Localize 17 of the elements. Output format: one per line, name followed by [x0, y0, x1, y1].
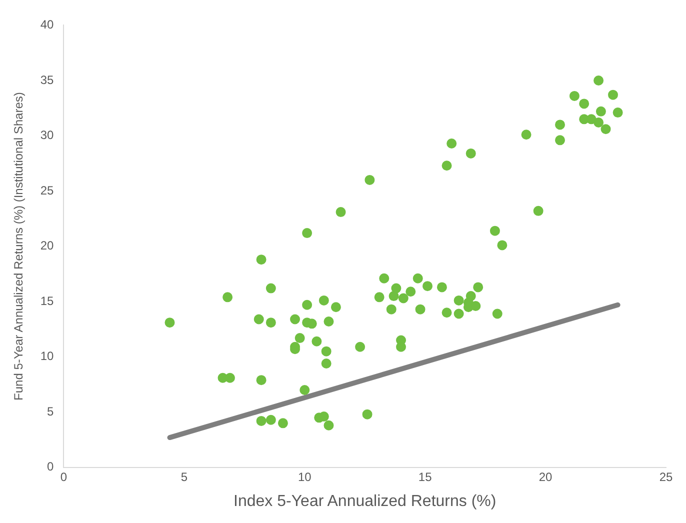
- x-tick-label: 10: [298, 470, 312, 484]
- x-tick-label: 20: [538, 470, 553, 484]
- x-tick-label: 15: [418, 470, 432, 484]
- y-tick-label: 20: [40, 238, 54, 253]
- y-tick-label: 10: [40, 349, 54, 364]
- y-tick-label: 25: [40, 183, 54, 198]
- y-tick-label: 0: [47, 460, 54, 474]
- y-tick-label: 35: [40, 72, 54, 87]
- y-tick-label: 15: [40, 294, 54, 308]
- x-tick-label: 5: [180, 470, 188, 484]
- y-tick-label: 5: [47, 404, 54, 418]
- y-axis-title: Fund 5-Year Annualized Returns (%) (Institutional Shares): [12, 92, 26, 400]
- y-tick-label: 40: [40, 18, 54, 32]
- x-tick-label: 25: [659, 470, 673, 484]
- x-axis-title: Index 5-Year Annualized Returns (%): [234, 492, 496, 510]
- y-tick-label: 30: [40, 128, 54, 142]
- x-tick-label: 0: [60, 470, 68, 484]
